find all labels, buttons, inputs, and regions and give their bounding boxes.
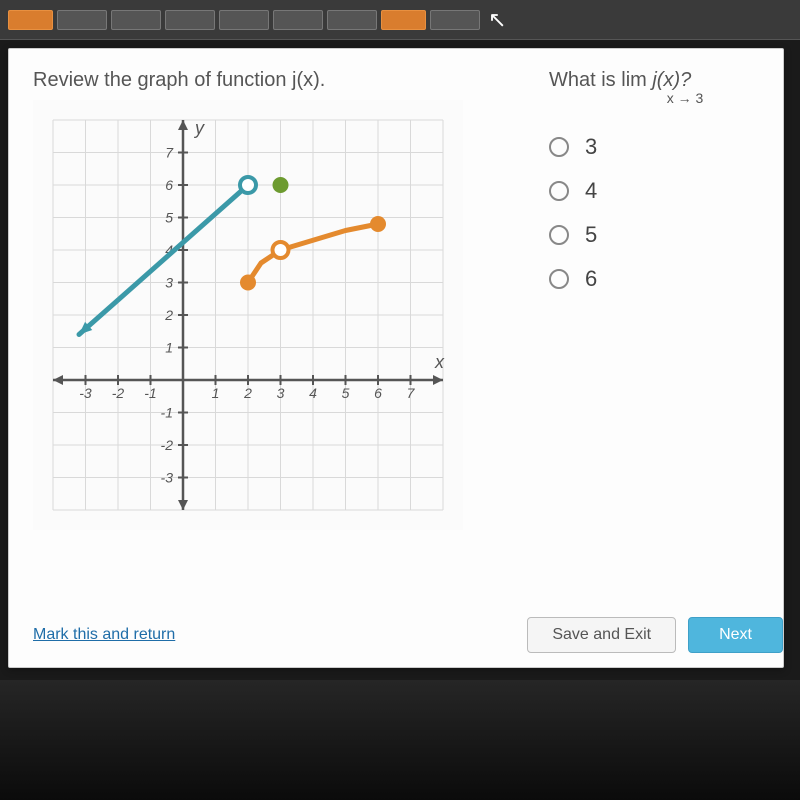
svg-text:-2: -2 [161,437,174,453]
function-graph: -3-2-11234567-3-2-11234567xy [33,100,463,530]
svg-text:2: 2 [243,385,252,401]
cursor-icon: ↖ [488,7,506,33]
svg-text:2: 2 [164,307,173,323]
app-toolbar: ↖ [0,0,800,40]
svg-text:-2: -2 [112,385,125,401]
radio-icon [549,181,569,201]
toolbar-button[interactable] [8,10,53,30]
svg-text:3: 3 [277,385,285,401]
svg-text:3: 3 [165,275,173,291]
svg-text:7: 7 [165,145,174,161]
limit-subscript: x → 3 [611,90,759,106]
svg-text:-1: -1 [161,405,173,421]
svg-text:7: 7 [407,385,416,401]
graph-container: -3-2-11234567-3-2-11234567xy [33,100,463,535]
svg-text:1: 1 [212,385,220,401]
toolbar-button[interactable] [381,10,426,30]
radio-icon [549,225,569,245]
bottom-bar: Mark this and return Save and Exit Next [33,617,783,653]
option-3[interactable]: 3 [549,134,759,160]
svg-text:5: 5 [342,385,350,401]
toolbar-button[interactable] [430,10,480,30]
svg-text:5: 5 [165,210,173,226]
svg-text:-3: -3 [79,385,92,401]
question-text: What is lim j(x)? x → 3 [549,69,759,106]
answer-options: 3 4 5 6 [549,134,759,292]
toolbar-button[interactable] [219,10,269,30]
toolbar-button[interactable] [165,10,215,30]
radio-icon [549,137,569,157]
next-button[interactable]: Next [688,617,783,653]
toolbar-button[interactable] [57,10,107,30]
option-4[interactable]: 4 [549,178,759,204]
option-5[interactable]: 5 [549,222,759,248]
svg-text:6: 6 [165,177,173,193]
svg-text:6: 6 [374,385,382,401]
desk-surface [0,680,800,800]
option-6[interactable]: 6 [549,266,759,292]
svg-text:-3: -3 [161,470,174,486]
svg-text:x: x [434,352,445,372]
svg-text:4: 4 [309,385,317,401]
svg-text:y: y [193,118,205,138]
mark-return-link[interactable]: Mark this and return [33,626,175,644]
prompt-text: Review the graph of function j(x). [33,69,463,92]
svg-text:1: 1 [165,340,173,356]
question-card: Review the graph of function j(x). -3 -2 -… [8,48,784,668]
toolbar-button[interactable] [111,10,161,30]
toolbar-button[interactable] [273,10,323,30]
save-exit-button[interactable]: Save and Exit [527,617,676,653]
svg-text:-1: -1 [144,385,156,401]
radio-icon [549,269,569,289]
toolbar-button[interactable] [327,10,377,30]
